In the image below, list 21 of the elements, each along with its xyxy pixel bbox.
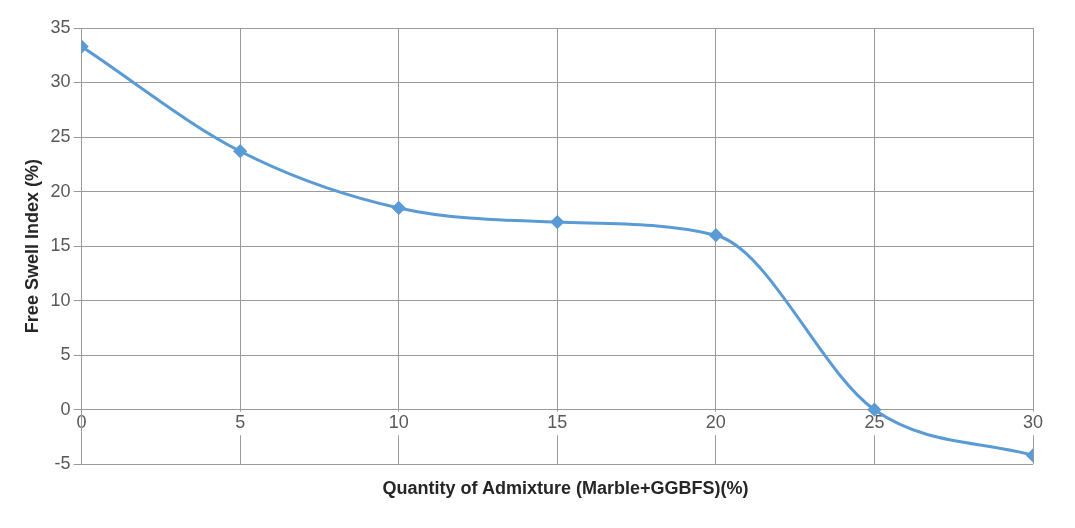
x-axis-title: Quantity of Admixture (Marble+GGBFS)(%) bbox=[381, 478, 750, 499]
y-tick-label: 25 bbox=[50, 126, 71, 147]
x-tick-label: 20 bbox=[705, 412, 726, 433]
point bbox=[392, 201, 406, 215]
x-tick-label: 30 bbox=[1022, 412, 1044, 433]
x-tick-label: 5 bbox=[235, 412, 246, 433]
y-tick-label: 10 bbox=[50, 289, 71, 310]
point bbox=[709, 228, 723, 242]
y-tick-label: 5 bbox=[60, 344, 71, 365]
y-axis-title: Free Swell Index (%) bbox=[21, 159, 42, 334]
y-tick-label: 0 bbox=[60, 398, 71, 419]
y-tick-label: 20 bbox=[50, 180, 71, 201]
x-tick-label: 25 bbox=[864, 412, 885, 433]
y-tick-label: 30 bbox=[50, 71, 71, 92]
point bbox=[233, 144, 247, 158]
y-tick-label: 15 bbox=[50, 235, 71, 256]
point bbox=[550, 215, 564, 229]
x-tick-label: 10 bbox=[388, 412, 409, 433]
y-tick-label: 35 bbox=[50, 16, 71, 37]
y-tick-label: -5 bbox=[54, 453, 71, 474]
x-tick-label: 15 bbox=[547, 412, 568, 433]
